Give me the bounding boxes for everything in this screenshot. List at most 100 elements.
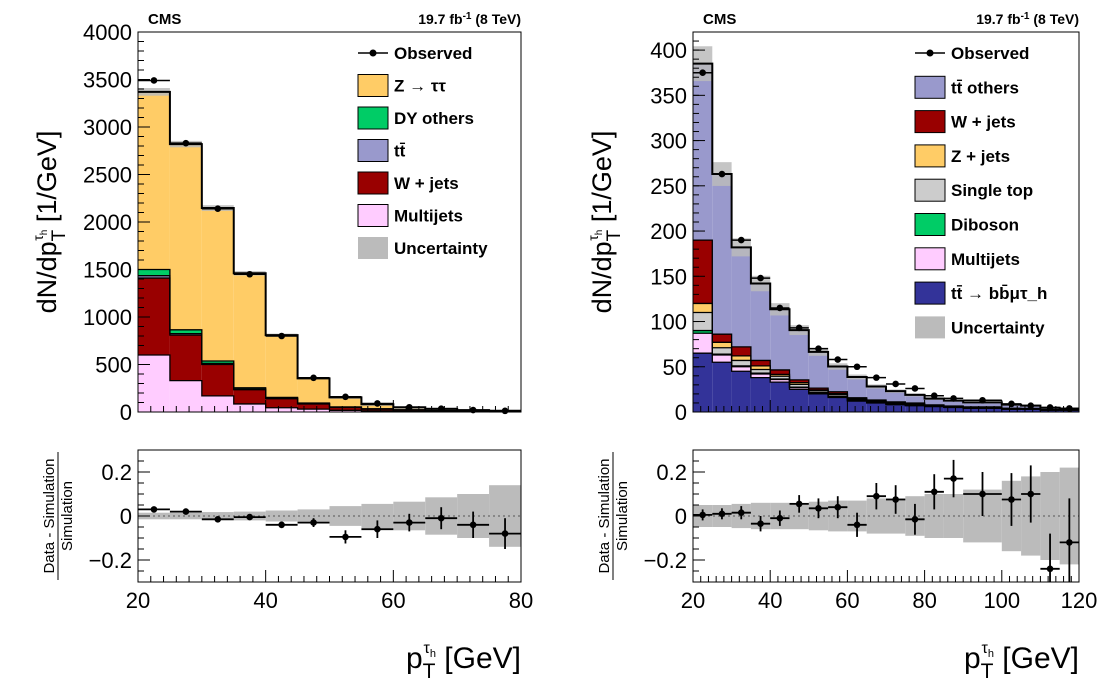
bar-z-jets-5 [789, 382, 809, 385]
observed-point-1 [718, 170, 726, 178]
bar-w-jets-3 [233, 389, 266, 404]
ratio-y-tick-label: 0.2 [101, 460, 132, 485]
ratio-point-4 [278, 521, 285, 529]
ratio-point-18 [1066, 539, 1073, 546]
legend-observed-marker [926, 49, 934, 57]
observed-point-0 [699, 69, 706, 77]
legend-swatch-w-jets [357, 171, 389, 195]
bar-single-top-2 [731, 360, 751, 366]
right-legend: Observed tt̄ others W + jets Z + jets Single… [914, 44, 1047, 339]
bar-multijets-2 [731, 366, 751, 372]
legend-label-uncertainty: Uncertainty [394, 239, 488, 258]
bar-tt-bb-h-15 [1001, 409, 1022, 412]
ratio-point-10 [892, 496, 899, 503]
y-tick-label-300: 300 [650, 129, 687, 154]
ratio-band-bin-2 [201, 512, 234, 520]
legend-label-tt-: tt̄ [394, 142, 406, 161]
x-tick-label-60: 60 [835, 588, 859, 613]
y-tick-label-50: 50 [663, 355, 687, 380]
bar-w-jets-5 [789, 379, 809, 383]
legend-swatch-z-jets [914, 144, 946, 168]
ratio-point-3 [246, 513, 254, 521]
bar-dy-others-0 [138, 269, 170, 276]
observed-point-9 [873, 374, 880, 381]
left-lumi-label: 19.7 fb-1 (8 TeV) [418, 11, 521, 27]
ratio-band-bin-10 [886, 498, 906, 534]
bar-tt-bb-h-1 [712, 362, 732, 412]
bar-tt-others-8 [847, 376, 867, 398]
bar-w-jets-1 [169, 335, 202, 381]
ratio-band-bin-1 [169, 512, 202, 520]
legend-label-observed: Observed [394, 44, 472, 63]
right-x-axis-title: pTτh [GeV] [964, 640, 1079, 679]
right-observed-points [693, 69, 1079, 412]
ratio-point-4 [776, 514, 784, 522]
ratio-point-0 [150, 506, 158, 513]
bar-tt-others-0 [693, 63, 713, 241]
observed-point-0 [150, 77, 158, 84]
right-ratio-plot: −0.2 0 0.2 20 40 60 80 100 120 [644, 449, 1097, 613]
right-lumi-label: 19.7 fb-1 (8 TeV) [976, 11, 1079, 27]
x-tick-label-80: 80 [509, 588, 533, 613]
y-tick-label-4000: 4000 [83, 20, 132, 45]
bar-tt-others-9 [866, 386, 886, 401]
right-main-plot: 0 50 100 150 200 250 300 350 400 Observed tt̄ oth… [650, 31, 1080, 425]
y-tick-label-3000: 3000 [83, 115, 132, 140]
x-tick-label-80: 80 [912, 588, 936, 613]
bar-tt-bb-h-17 [1040, 410, 1060, 412]
bar-z--5 [297, 378, 330, 404]
ratio-point-9 [437, 514, 445, 522]
y-tick-label-400: 400 [650, 38, 687, 63]
ratio-point-2 [214, 516, 222, 523]
observed-point-13 [950, 395, 957, 402]
observed-point-8 [405, 403, 413, 411]
bar-tt-others-14 [963, 402, 1002, 407]
left-legend: Observed Z → ττ DY others tt̄ W + jets Multij… [357, 44, 488, 259]
bar-multijets-5 [297, 409, 330, 412]
bar-w-jets-4 [265, 398, 298, 408]
bar-tt-others-11 [905, 394, 925, 404]
observed-point-12 [930, 392, 938, 400]
legend-swatch-diboson [914, 213, 946, 236]
bar-tt-bb-h-3 [750, 377, 771, 412]
x-tick-label-60: 60 [381, 588, 405, 613]
ratio-point-15 [1008, 496, 1015, 503]
ratio-y-tick-label: −0.2 [644, 548, 687, 573]
bar-tt-others-3 [750, 283, 771, 361]
left-main-plot: 0 500 1000 1500 2000 2500 3000 3500 4000 Observe… [83, 20, 522, 425]
observed-point-5 [310, 374, 317, 382]
bar-tt-bb-h-4 [770, 382, 790, 412]
bar-tt-bb-h-13 [943, 407, 964, 412]
ratio-point-6 [815, 505, 822, 512]
bar-w-jets-0 [693, 240, 713, 304]
observed-point-6 [342, 393, 349, 401]
bar-tt-bb-h-14 [963, 408, 1002, 412]
bar-z-jets-1 [712, 342, 732, 348]
bar-multijets-4 [265, 407, 298, 412]
bar-tt-bb-h-7 [828, 397, 848, 412]
bar-w-jets-7 [361, 409, 394, 411]
y-tick-label-250: 250 [650, 174, 687, 199]
ratio-y-tick-label: −0.2 [89, 548, 132, 573]
bar-single-top-6 [808, 390, 829, 393]
observed-point-4 [278, 332, 285, 340]
observed-point-3 [757, 274, 764, 282]
legend-swatch-dy-others [357, 106, 389, 130]
bar-tt-others-13 [943, 400, 964, 407]
bar-single-top-7 [828, 394, 848, 397]
left-ratio-points [138, 506, 521, 549]
bar-single-top-5 [789, 384, 809, 388]
bar-tt-others-5 [789, 330, 809, 380]
ratio-point-11 [911, 516, 919, 523]
legend-swatch-uncertainty [358, 237, 388, 259]
legend-label-observed: Observed [951, 44, 1029, 63]
bar-w-jets-2 [731, 346, 751, 356]
observed-point-14 [979, 396, 986, 404]
bar-w-jets-5 [297, 403, 330, 410]
bar-w-jets-2 [201, 364, 234, 396]
bar-tt-bb-h-9 [866, 402, 886, 412]
bar-w-jets-7 [828, 391, 848, 394]
right-experiment-label: CMS [703, 11, 736, 28]
ratio-point-7 [834, 503, 842, 511]
